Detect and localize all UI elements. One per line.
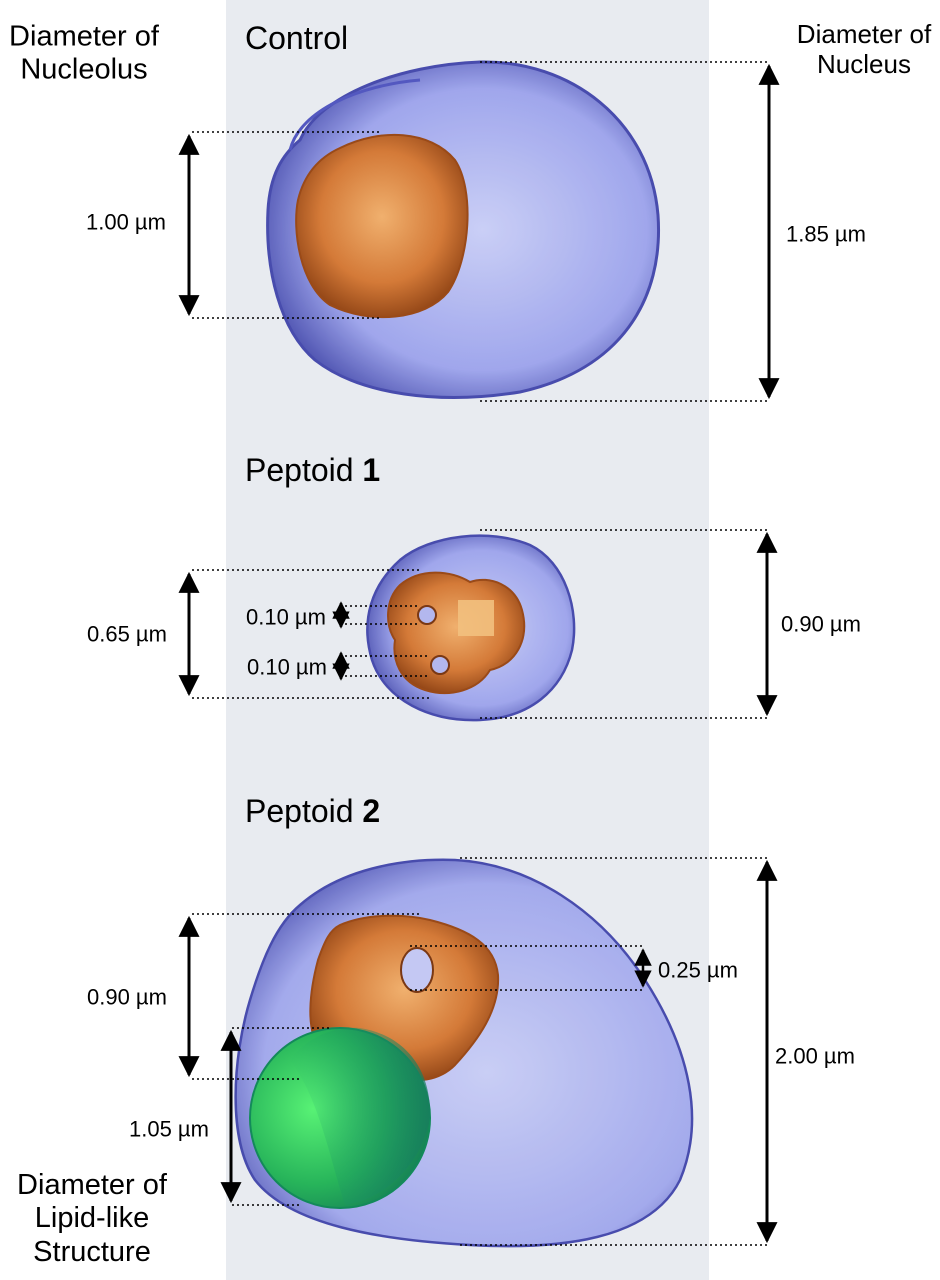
header-nucleus-line2: Nucleus [817,49,911,79]
panel-title-peptoid2: Peptoid 2 [245,795,380,827]
header-nucleus: Diameter of Nucleus [796,19,932,80]
control-nucleolus [295,133,469,319]
control-cell [266,60,661,399]
peptoid1-hole-b [430,655,450,675]
header-lipid-line3: Structure [33,1235,151,1268]
peptoid2-hole [400,947,434,993]
label-control-nucleolus: 1.00 µm [86,209,166,235]
label-control-nucleus: 1.85 µm [786,221,866,247]
peptoid1-hole-a [417,605,437,625]
label-p2-nucleolus: 0.90 µm [87,984,167,1010]
label-p1-nucleus: 0.90 µm [781,611,861,637]
label-p2-lipid: 1.05 µm [129,1116,209,1142]
label-p1-hole-b: 0.10 µm [247,654,327,680]
peptoid2-cell [234,858,694,1248]
panel-title-peptoid2-text: Peptoid [245,793,363,829]
header-nucleolus-line1: Diameter of [9,20,159,53]
panel-title-control-text: Control [245,20,349,56]
measurement-arrows [178,63,780,1244]
header-lipid: Diameter of Lipid-like Structure [17,1169,167,1269]
guide-lines [192,61,770,1246]
label-p2-nucleus: 2.00 µm [775,1043,855,1069]
panel-title-control: Control [245,22,348,54]
panel-title-peptoid2-bold: 2 [362,793,381,829]
header-lipid-line2: Lipid-like [34,1202,150,1235]
header-lipid-line1: Diameter of [17,1168,167,1201]
label-p1-nucleolus: 0.65 µm [87,621,167,647]
panel-title-peptoid1-text: Peptoid [245,452,363,488]
peptoid1-cell [366,534,576,722]
header-nucleolus-line2: Nucleolus [20,54,148,86]
label-p2-hole: 0.25 µm [658,957,738,983]
label-p1-hole-a: 0.10 µm [246,604,326,630]
header-nucleolus: Diameter of Nucleolus [9,21,159,88]
panel-title-peptoid1-bold: 1 [362,452,381,488]
header-nucleus-line1: Diameter of [796,19,932,50]
panel-title-peptoid1: Peptoid 1 [245,454,380,486]
